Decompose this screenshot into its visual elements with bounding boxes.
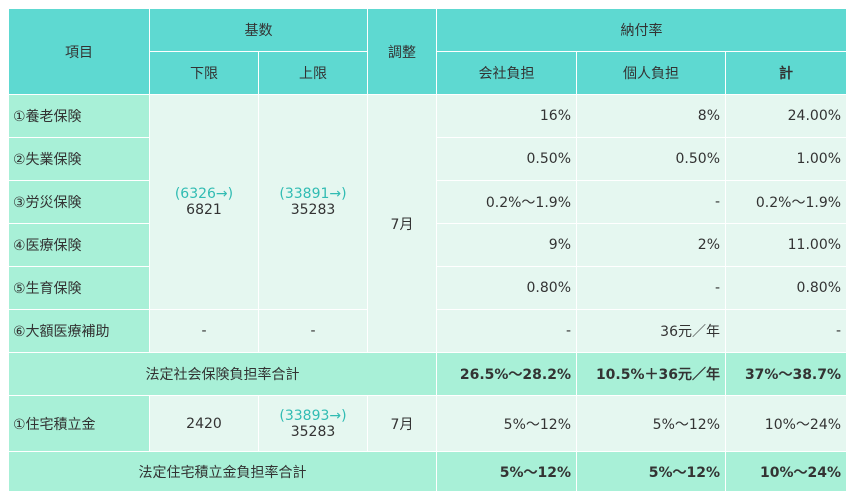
table-row: ⑥大額医療補助 - - - 36元／年 - xyxy=(8,309,848,353)
row-label: ③労災保険 xyxy=(8,180,150,224)
header-personal: 個人負担 xyxy=(576,51,726,95)
social-total-company: 26.5%～28.2% xyxy=(436,352,577,396)
housing-personal: 5%～12% xyxy=(576,395,726,452)
housing-row: ①住宅積立金 2420 (33893→) 35283 7月 5%～12% 5%～… xyxy=(8,395,848,452)
header-company: 会社負担 xyxy=(436,51,577,95)
total-rate: 0.2%～1.9% xyxy=(724,180,848,224)
company-rate: 9% xyxy=(436,223,577,267)
total-rate: 1.00% xyxy=(724,137,848,181)
row-label: ①養老保険 xyxy=(8,94,150,138)
housing-company: 5%～12% xyxy=(436,395,577,452)
social-lower-new: 6821 xyxy=(186,202,222,218)
personal-rate: - xyxy=(576,266,726,310)
header-upper: 上限 xyxy=(258,51,368,95)
personal-rate: - xyxy=(576,180,726,224)
total-rate: 0.80% xyxy=(724,266,848,310)
social-lower-cell: (6326→) 6821 xyxy=(149,94,259,310)
header-row-1: 項目 基数 調整 納付率 xyxy=(8,8,848,95)
housing-total-personal: 5%～12% xyxy=(576,451,726,492)
header-item: 項目 xyxy=(8,8,150,95)
housing-label: ①住宅積立金 xyxy=(8,395,150,452)
table-row: ①養老保険 (6326→) 6821 (33891→) 35283 7月 16%… xyxy=(8,94,848,353)
social-total-personal: 10.5%＋36元／年 xyxy=(576,352,726,396)
personal-rate: 36元／年 xyxy=(576,309,726,353)
social-upper-old: (33891→) xyxy=(279,186,347,202)
company-rate: 16% xyxy=(436,94,577,138)
company-rate: - xyxy=(436,309,577,353)
housing-total: 10%～24% xyxy=(724,395,848,452)
social-total-total: 37%～38.7% xyxy=(724,352,848,396)
upper-value: - xyxy=(258,309,368,353)
table-row: ⑤生育保険 0.80% - 0.80% xyxy=(8,266,848,310)
company-rate: 0.2%～1.9% xyxy=(436,180,577,224)
housing-total-company: 5%～12% xyxy=(436,451,577,492)
housing-total-label: 法定住宅積立金負担率合計 xyxy=(8,451,437,492)
personal-rate: 8% xyxy=(576,94,726,138)
housing-total-row: 法定住宅積立金負担率合計 5%～12% 5%～12% 10%～24% xyxy=(8,451,848,492)
social-upper-cell: (33891→) 35283 xyxy=(258,94,368,310)
header-rate: 納付率 xyxy=(435,8,848,52)
housing-upper-old: (33893→) xyxy=(279,407,347,424)
row-label: ⑤生育保険 xyxy=(8,266,150,310)
social-upper-new: 35283 xyxy=(290,202,336,218)
company-rate: 0.50% xyxy=(436,137,577,181)
row-label: ④医療保険 xyxy=(8,223,150,267)
housing-upper-cell: (33893→) 35283 xyxy=(258,395,368,452)
housing-total-total: 10%～24% xyxy=(724,451,848,492)
header-lower: 下限 xyxy=(149,51,259,95)
header-total: 計 xyxy=(724,51,848,95)
total-rate: 24.00% xyxy=(724,94,848,138)
row-label: ⑥大額医療補助 xyxy=(8,309,150,353)
company-rate: 0.80% xyxy=(436,266,577,310)
table-row: ③労災保険 0.2%～1.9% - 0.2%～1.9% xyxy=(8,180,848,224)
total-rate: 11.00% xyxy=(724,223,848,267)
housing-upper-new: 35283 xyxy=(290,423,336,440)
lower-value: - xyxy=(149,309,259,353)
housing-adjust: 7月 xyxy=(367,395,437,452)
row-label: ②失業保険 xyxy=(8,137,150,181)
total-rate: - xyxy=(724,309,848,353)
social-lower-old: (6326→) xyxy=(174,186,234,202)
insurance-table: 項目 基数 調整 納付率 下限 上限 会社負担 個人負担 計 ①養老保険 (63… xyxy=(8,8,848,492)
header-adjust: 調整 xyxy=(367,8,437,95)
social-total-row: 法定社会保険負担率合計 26.5%～28.2% 10.5%＋36元／年 37%～… xyxy=(8,352,848,396)
social-adjust-cell: 7月 xyxy=(367,94,437,353)
header-base: 基数 xyxy=(149,8,368,52)
personal-rate: 0.50% xyxy=(576,137,726,181)
housing-lower: 2420 xyxy=(149,395,259,452)
header-row-2: 下限 上限 会社負担 個人負担 計 xyxy=(9,51,848,95)
personal-rate: 2% xyxy=(576,223,726,267)
social-total-label: 法定社会保険負担率合計 xyxy=(8,352,437,396)
table-row: ②失業保険 0.50% 0.50% 1.00% xyxy=(8,137,848,181)
